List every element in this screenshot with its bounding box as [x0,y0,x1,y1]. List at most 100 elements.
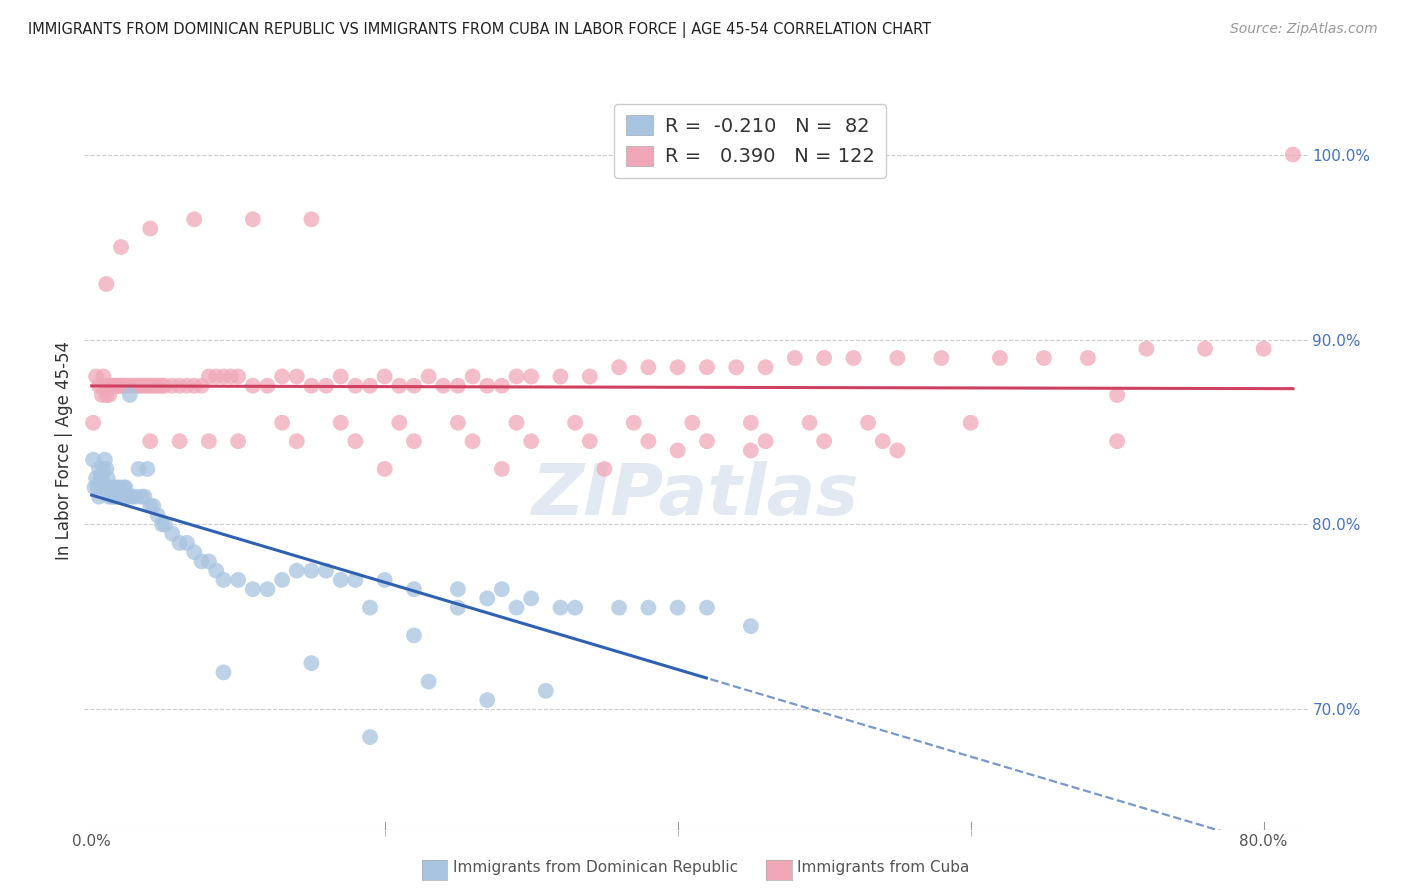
Point [87,378,110,392]
Point [86,480,108,494]
Point [959,416,981,430]
Point [87,462,110,476]
Point [219,369,242,384]
Point [1032,351,1054,365]
Point [139,434,162,449]
Point [607,600,630,615]
Point [402,434,425,449]
Point [176,378,198,392]
Point [118,378,141,392]
Point [477,693,499,707]
Point [418,674,440,689]
Point [637,434,659,449]
Point [799,416,821,430]
Point [740,619,762,633]
Point [134,378,156,392]
Point [91,480,114,494]
Point [534,684,557,698]
Point [271,416,294,430]
Point [115,378,138,392]
Point [107,490,129,504]
Point [886,443,908,458]
Point [128,378,150,392]
Point [315,378,337,392]
Point [212,665,235,680]
Point [491,462,513,476]
Point [96,388,118,402]
Point [142,499,165,513]
Point [83,480,105,494]
Point [271,573,294,587]
Point [607,360,630,375]
Point [148,378,170,392]
Point [520,591,543,606]
Point [98,388,121,402]
Point [329,369,352,384]
Point [136,462,159,476]
Point [988,351,1011,365]
Point [681,416,703,430]
Point [162,526,184,541]
Point [183,212,205,227]
Point [96,277,118,291]
Point [1135,342,1157,356]
Y-axis label: In Labor Force | Age 45-54: In Labor Force | Age 45-54 [55,341,73,560]
Point [725,360,748,375]
Point [115,490,138,504]
Point [131,490,153,504]
Point [696,434,718,449]
Point [402,582,425,596]
Point [696,600,718,615]
Point [153,517,176,532]
Point [142,378,165,392]
Point [226,573,249,587]
Point [842,351,865,365]
Point [89,471,111,485]
Point [754,360,776,375]
Point [110,240,132,254]
Point [108,378,131,392]
Point [1107,434,1129,449]
Point [388,416,411,430]
Point [256,582,278,596]
Point [783,351,806,365]
Point [98,480,121,494]
Point [87,490,110,504]
Point [139,221,162,235]
Point [103,490,125,504]
Point [94,378,117,392]
Text: Immigrants from Dominican Republic: Immigrants from Dominican Republic [453,861,738,875]
Point [550,369,572,384]
Point [190,554,212,568]
Point [93,462,115,476]
Point [242,378,264,392]
Point [447,582,470,596]
Point [299,212,322,227]
Point [96,480,118,494]
Point [491,582,513,596]
Point [329,573,352,587]
Point [112,378,135,392]
Point [150,378,173,392]
Point [124,378,146,392]
Point [169,536,191,550]
Point [593,462,616,476]
Point [550,600,572,615]
Point [740,416,762,430]
Point [82,452,104,467]
Point [114,480,136,494]
Point [813,434,835,449]
Point [205,369,228,384]
Point [111,490,134,504]
Point [84,369,107,384]
Point [134,490,156,504]
Point [226,369,249,384]
Text: Immigrants from Cuba: Immigrants from Cuba [797,861,970,875]
Point [183,545,205,559]
Point [97,471,120,485]
Point [104,378,127,392]
Point [344,573,367,587]
Point [402,628,425,642]
Point [856,416,879,430]
Point [121,490,143,504]
